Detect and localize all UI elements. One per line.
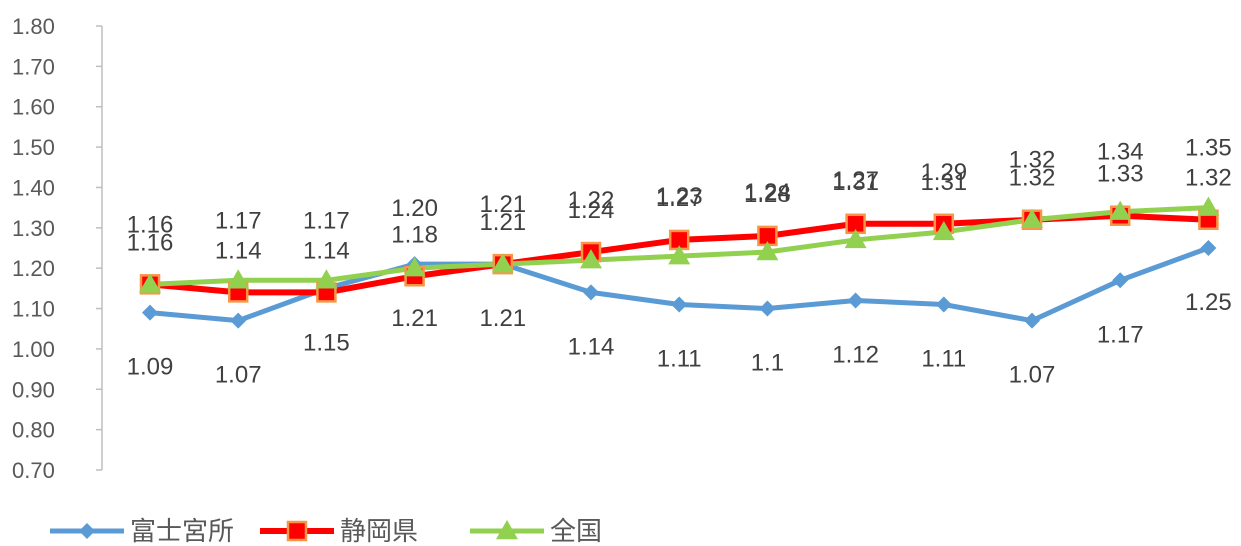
data-label-2-4: 1.21 — [479, 191, 526, 218]
data-label-0-4: 1.21 — [479, 305, 526, 332]
legend-label-0: 富士宮所 — [130, 517, 234, 546]
data-label-2-8: 1.27 — [832, 167, 879, 194]
legend-label-1: 静岡県 — [340, 517, 418, 546]
legend-marker-1 — [286, 520, 308, 542]
y-tick-label: 0.80 — [12, 418, 55, 443]
data-label-2-1: 1.17 — [215, 207, 262, 234]
y-tick-label: 1.20 — [12, 256, 55, 281]
data-label-0-2: 1.15 — [303, 329, 350, 356]
marker-0-6 — [671, 296, 688, 313]
data-label-0-8: 1.12 — [832, 341, 879, 368]
y-tick-label: 0.70 — [12, 458, 55, 483]
data-label-1-12: 1.32 — [1185, 165, 1232, 192]
data-label-2-12: 1.35 — [1185, 135, 1232, 162]
marker-2-2 — [315, 269, 338, 289]
marker-0-1 — [230, 312, 247, 329]
data-label-0-3: 1.21 — [391, 305, 438, 332]
legend-marker-2 — [496, 520, 518, 540]
data-label-0-9: 1.11 — [921, 346, 966, 373]
y-tick-label: 1.30 — [12, 216, 55, 241]
marker-0-5 — [583, 284, 599, 301]
data-label-2-7: 1.24 — [744, 179, 791, 206]
y-tick-label: 1.10 — [12, 297, 55, 322]
marker-0-8 — [847, 292, 864, 309]
marker-0-9 — [935, 296, 952, 313]
data-label-1-4: 1.21 — [479, 209, 526, 236]
data-label-1-11: 1.33 — [1097, 161, 1144, 188]
data-label-1-9: 1.31 — [920, 169, 967, 196]
y-tick-label: 1.50 — [12, 135, 55, 160]
marker-2-6 — [668, 245, 691, 265]
y-tick-label: 1.40 — [12, 175, 55, 200]
legend: 富士宮所 静岡県 全国 — [50, 517, 602, 546]
data-label-0-10: 1.07 — [1009, 362, 1056, 389]
data-label-0-6: 1.11 — [657, 346, 702, 373]
data-label-2-0: 1.16 — [127, 211, 174, 238]
marker-2-8 — [844, 228, 867, 249]
marker-2-11 — [1109, 200, 1132, 220]
y-tick-label: 1.70 — [12, 54, 55, 79]
marker-2-5 — [580, 249, 602, 269]
data-label-1-1: 1.14 — [215, 237, 262, 264]
data-labels: 1.09 1.071.151.21 1.211.14 1.11 1.1 1.12 1.111… — [127, 135, 1232, 389]
data-label-0-0: 1.09 — [127, 354, 174, 381]
data-label-0-11: 1.17 — [1097, 321, 1144, 348]
marker-0-7 — [759, 300, 776, 317]
data-label-2-10: 1.32 — [1009, 147, 1056, 174]
data-label-1-0: 1.16 — [127, 229, 174, 256]
marker-2-12 — [1197, 196, 1220, 216]
data-label-1-8: 1.31 — [832, 169, 879, 196]
data-label-0-12: 1.25 — [1185, 289, 1232, 316]
y-tick-label: 1.00 — [12, 337, 55, 362]
legend-marker-0 — [79, 523, 95, 539]
data-label-1-5: 1.24 — [568, 197, 615, 224]
marker-2-3 — [403, 257, 426, 277]
y-axis: 0.70 0.80 0.90 1.00 1.10 1.20 1.30 1.40 1.50 1.60… — [12, 14, 103, 483]
y-tick-label: 1.80 — [12, 14, 55, 39]
data-label-0-5: 1.14 — [568, 333, 615, 360]
y-tick-label: 1.60 — [12, 95, 55, 120]
marker-0-12 — [1200, 240, 1217, 256]
data-label-0-1: 1.07 — [215, 362, 262, 389]
data-label-1-10: 1.32 — [1009, 165, 1056, 192]
data-label-2-9: 1.29 — [920, 159, 967, 186]
data-label-2-6: 1.23 — [656, 183, 703, 210]
marker-2-9 — [932, 220, 955, 241]
series-markers — [139, 196, 1220, 329]
y-tick-label: 0.90 — [12, 377, 55, 402]
marker-0-10 — [1024, 312, 1040, 329]
marker-2-10 — [1021, 208, 1043, 228]
data-label-1-3: 1.18 — [391, 221, 438, 248]
data-label-2-5: 1.22 — [568, 187, 615, 214]
marker-2-0 — [139, 273, 161, 293]
data-label-1-7: 1.28 — [744, 181, 791, 208]
marker-0-11 — [1112, 272, 1129, 289]
data-label-2-3: 1.20 — [391, 195, 438, 222]
marker-2-7 — [756, 241, 779, 261]
data-label-1-2: 1.14 — [303, 237, 350, 264]
marker-2-1 — [227, 269, 250, 289]
data-label-2-2: 1.17 — [303, 207, 350, 234]
data-label-1-6: 1.27 — [656, 185, 703, 212]
marker-0-0 — [142, 304, 158, 321]
data-label-0-7: 1.1 — [751, 350, 784, 377]
legend-label-2: 全国 — [550, 517, 602, 546]
marker-2-4 — [491, 253, 514, 273]
data-label-2-11: 1.34 — [1097, 139, 1144, 166]
